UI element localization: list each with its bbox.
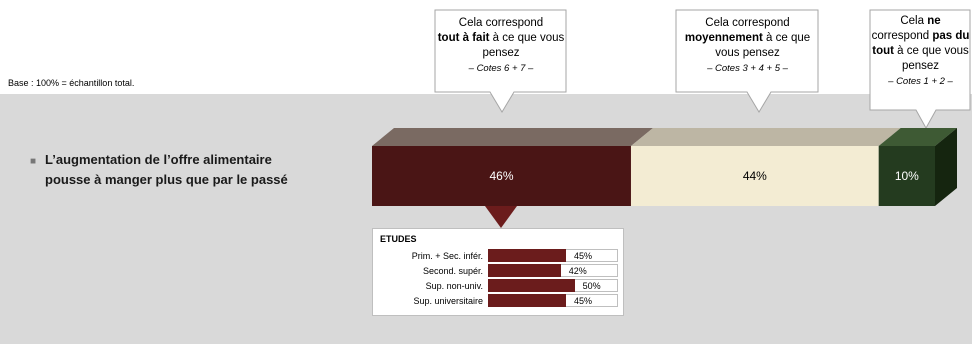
callout-box-2	[675, 9, 819, 113]
callout-1-post: à ce que vous pensez	[482, 32, 565, 59]
callout-1-pre: Cela correspond	[458, 17, 544, 29]
bar-segment-top-moyennement	[630, 128, 901, 146]
etudes-bar	[488, 249, 566, 262]
bar-segment-pas-du-tout	[878, 146, 935, 206]
callout-3-bold: ne	[927, 15, 941, 27]
etudes-category-label: Second. supér.	[422, 266, 483, 276]
bar-segment-moyennement	[630, 146, 879, 206]
etudes-value-label: 50%	[582, 281, 601, 291]
bar-side-face	[935, 128, 957, 206]
etudes-title: ETUDES	[380, 234, 417, 244]
etudes-value-label: 42%	[568, 266, 587, 276]
callout-box-1	[434, 9, 567, 113]
callout-3-sub: – Cotes 1 + 2 –	[888, 76, 953, 87]
etudes-bar	[488, 264, 561, 277]
etudes-bar	[488, 279, 575, 292]
callout-2-pre: Cela correspond	[705, 17, 790, 29]
callout-3-bold2: pas du tout	[872, 30, 970, 57]
etudes-panel: ETUDES Prim. + Sec. infér. 45% Second. sup…	[372, 228, 624, 316]
statement-label: L’augmentation de l’offre alimentaire po…	[45, 152, 288, 187]
callout-3-pre: Cela	[900, 15, 928, 27]
bar-label-pas-du-tout: 10%	[894, 169, 919, 183]
etudes-bar	[488, 294, 566, 307]
callout-text-1: Cela correspond tout à fait à ce que vou…	[436, 16, 566, 76]
etudes-row: Prim. + Sec. infér. 45%	[373, 249, 623, 263]
callout-2-sub: – Cotes 3 + 4 + 5 –	[707, 63, 788, 74]
etudes-category-label: Sup. non-univ.	[425, 281, 483, 291]
etudes-pointer	[485, 206, 517, 228]
callout-2-bold: moyennement	[684, 32, 763, 44]
etudes-row: Sup. universitaire 45%	[373, 294, 623, 308]
etudes-category-label: Prim. + Sec. infér.	[411, 251, 483, 261]
etudes-value-label: 45%	[574, 296, 593, 306]
callout-2-post: à ce que vous pensez	[715, 32, 811, 59]
callout-3-post: à ce que vous pensez	[893, 45, 969, 72]
etudes-row: Sup. non-univ. 50%	[373, 279, 623, 293]
etudes-value-label: 45%	[574, 251, 593, 261]
etudes-row: Second. supér. 42%	[373, 264, 623, 278]
callout-text-3: Cela ne correspond pas du tout à ce que …	[871, 14, 970, 89]
bullet-icon: ■	[30, 156, 37, 167]
base-note: Base : 100% = échantillon total.	[8, 78, 135, 88]
bar-label-tout-a-fait: 46%	[489, 169, 514, 183]
callout-1-bold: tout à fait	[437, 32, 490, 44]
bar-segment-top-tout-a-fait	[372, 128, 653, 146]
callout-text-2: Cela correspond moyennement à ce que vou…	[677, 16, 818, 76]
callout-box-3	[869, 9, 971, 130]
etudes-category-label: Sup. universitaire	[413, 296, 483, 306]
callout-1-sub: – Cotes 6 + 7 –	[468, 63, 534, 74]
bar-segment-top-pas-du-tout	[878, 128, 957, 146]
callout-3-mid: correspond	[871, 30, 933, 42]
bar-label-moyennement: 44%	[742, 169, 767, 183]
bar-segment-tout-a-fait	[372, 146, 631, 206]
